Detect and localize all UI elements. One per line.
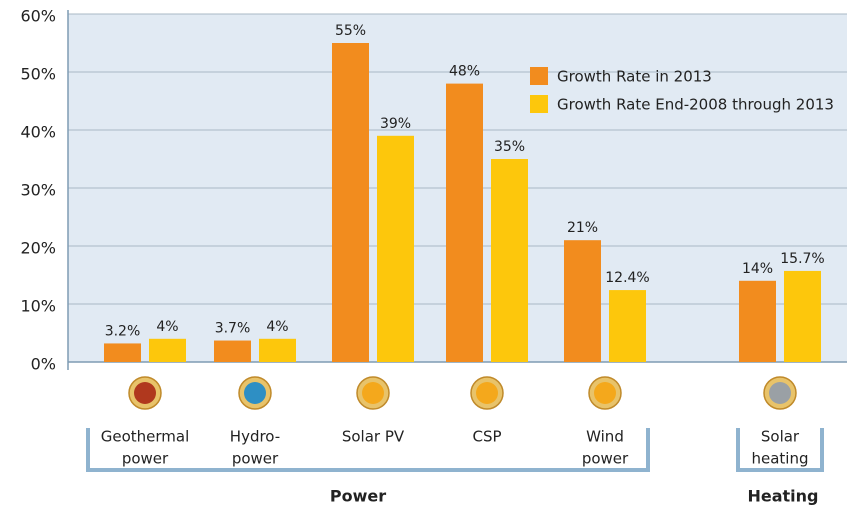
group-label: Power [330,487,386,506]
x-tick-label: Geothermal [101,428,190,446]
bar [491,159,528,362]
bar [214,340,251,362]
bar [104,343,141,362]
y-tick-label: 60% [20,7,56,26]
value-label: 4% [266,319,288,335]
x-tick-label: CSP [472,428,501,446]
bar [446,83,483,362]
category-icon-core [594,382,616,404]
y-tick-label: 20% [20,239,56,258]
bar [609,290,646,362]
y-tick-label: 10% [20,297,56,316]
category-icon-core [769,382,791,404]
x-tick-label: Solar [761,428,800,446]
bar [784,270,821,362]
value-label: 4% [156,319,178,335]
group-bracket [86,428,650,472]
x-tick-label: power [232,450,279,468]
bar [564,240,601,362]
value-label: 14% [742,261,773,277]
legend-label: Growth Rate in 2013 [557,68,712,86]
y-tick-label: 50% [20,65,56,84]
value-label: 35% [494,139,525,155]
legend-label: Growth Rate End-2008 through 2013 [557,96,834,114]
y-tick-label: 30% [20,181,56,200]
value-label: 21% [567,220,598,236]
x-tick-label: Hydro- [230,428,280,446]
value-label: 15.7% [780,251,824,267]
legend-swatch [530,95,548,113]
value-label: 48% [449,64,480,80]
group-label: Heating [747,487,818,506]
group-bracket [736,428,824,472]
bar [259,338,296,362]
x-tick-label: power [122,450,169,468]
category-icon-core [244,382,266,404]
legend-swatch [530,67,548,85]
bar [149,338,186,362]
value-label: 3.2% [105,323,141,339]
value-label: 3.7% [215,321,251,337]
value-label: 39% [380,116,411,132]
category-icon-core [134,382,156,404]
bar [739,280,776,362]
category-icon-core [362,382,384,404]
bar [377,135,414,362]
x-tick-label: power [582,450,629,468]
y-tick-label: 0% [31,355,56,374]
bar [332,43,369,362]
category-icon-core [476,382,498,404]
value-label: 55% [335,23,366,39]
x-tick-label: heating [751,450,808,468]
x-tick-label: Wind [586,428,624,446]
value-label: 12.4% [605,270,649,286]
x-tick-label: Solar PV [342,428,405,446]
y-tick-label: 40% [20,123,56,142]
